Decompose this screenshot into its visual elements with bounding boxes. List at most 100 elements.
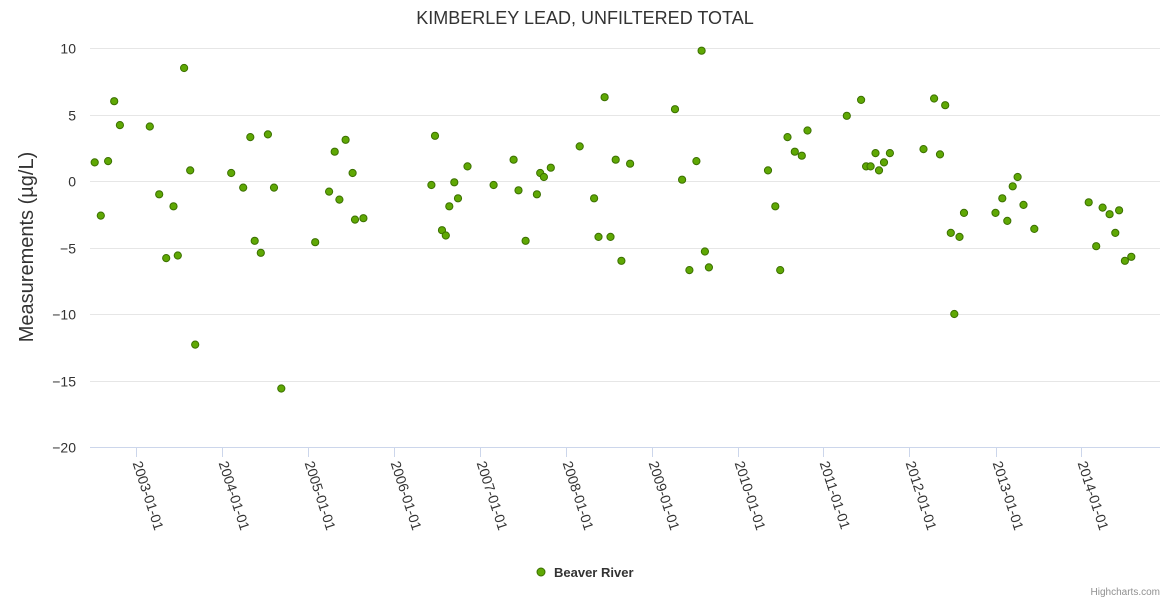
data-point[interactable] — [803, 126, 812, 135]
data-point[interactable] — [866, 162, 875, 171]
data-point[interactable] — [348, 168, 357, 178]
data-point[interactable] — [269, 183, 279, 192]
data-point[interactable] — [776, 266, 785, 275]
data-point[interactable] — [441, 231, 450, 240]
data-point[interactable] — [700, 247, 710, 256]
data-point[interactable] — [450, 178, 459, 187]
data-point[interactable] — [611, 155, 620, 164]
data-point[interactable] — [330, 147, 339, 156]
data-point[interactable] — [1013, 172, 1022, 182]
data-point[interactable] — [575, 142, 584, 151]
data-point[interactable] — [325, 187, 334, 196]
data-point[interactable] — [311, 238, 320, 247]
data-point[interactable] — [692, 157, 701, 166]
data-point[interactable] — [1092, 242, 1101, 251]
data-point[interactable] — [445, 202, 454, 211]
data-point[interactable] — [335, 195, 344, 204]
data-point[interactable] — [453, 194, 463, 203]
data-point[interactable] — [950, 309, 959, 319]
data-point[interactable] — [427, 180, 436, 190]
data-point[interactable] — [430, 131, 440, 140]
data-point[interactable] — [532, 190, 542, 199]
data-point[interactable] — [1120, 256, 1130, 265]
data-point[interactable] — [797, 151, 806, 160]
data-point[interactable] — [96, 211, 105, 220]
data-point[interactable] — [919, 145, 928, 154]
data-point[interactable] — [771, 202, 780, 211]
data-point[interactable] — [1030, 224, 1039, 233]
data-point[interactable] — [1098, 203, 1107, 212]
data-point[interactable] — [173, 251, 182, 260]
y-tick-label: −5 — [60, 241, 76, 257]
data-point[interactable] — [539, 172, 549, 182]
data-point[interactable] — [959, 208, 969, 217]
data-point[interactable] — [935, 150, 945, 159]
data-point[interactable] — [991, 208, 1000, 217]
data-point[interactable] — [763, 166, 773, 175]
data-point[interactable] — [946, 228, 955, 237]
data-point[interactable] — [155, 190, 164, 199]
data-point[interactable] — [955, 232, 964, 241]
data-point[interactable] — [626, 159, 635, 168]
data-point[interactable] — [790, 147, 799, 156]
data-point[interactable] — [685, 266, 694, 275]
data-point[interactable] — [1111, 228, 1120, 237]
data-point[interactable] — [246, 133, 255, 142]
data-point[interactable] — [885, 149, 895, 158]
legend[interactable]: Beaver River — [536, 565, 634, 580]
data-point[interactable] — [842, 111, 851, 120]
data-point[interactable] — [514, 186, 523, 195]
data-point[interactable] — [594, 232, 603, 241]
data-point[interactable] — [670, 105, 680, 114]
data-point[interactable] — [115, 121, 125, 130]
data-point[interactable] — [521, 236, 530, 245]
data-point[interactable] — [678, 175, 687, 184]
data-point[interactable] — [463, 162, 472, 171]
data-point[interactable] — [186, 166, 195, 175]
data-point[interactable] — [239, 183, 248, 192]
data-point[interactable] — [1127, 252, 1136, 261]
data-point[interactable] — [509, 155, 518, 164]
data-point[interactable] — [857, 95, 866, 105]
data-point[interactable] — [277, 384, 286, 393]
data-point[interactable] — [263, 130, 272, 139]
data-point[interactable] — [191, 340, 200, 349]
data-point[interactable] — [1003, 216, 1012, 225]
data-point[interactable] — [697, 46, 706, 55]
data-point[interactable] — [783, 133, 792, 142]
data-point[interactable] — [250, 236, 259, 245]
data-point[interactable] — [1008, 182, 1017, 191]
data-point[interactable] — [1084, 198, 1093, 207]
data-point[interactable] — [704, 263, 714, 272]
data-point[interactable] — [256, 248, 265, 257]
data-point[interactable] — [930, 94, 939, 103]
data-point[interactable] — [162, 254, 171, 263]
data-point[interactable] — [617, 256, 626, 265]
data-point[interactable] — [145, 122, 154, 131]
data-point[interactable] — [1115, 206, 1124, 215]
data-point[interactable] — [180, 63, 189, 73]
data-point[interactable] — [227, 168, 236, 178]
data-point[interactable] — [104, 157, 113, 166]
data-point[interactable] — [606, 232, 615, 241]
legend-marker-icon[interactable] — [536, 567, 546, 577]
data-point[interactable] — [359, 214, 368, 223]
data-point[interactable] — [879, 158, 889, 167]
data-point[interactable] — [590, 194, 599, 203]
data-point[interactable] — [871, 149, 880, 158]
legend-item-beaver-river[interactable]: Beaver River — [554, 565, 634, 580]
data-point[interactable] — [489, 180, 498, 190]
data-point[interactable] — [1019, 200, 1028, 209]
data-point[interactable] — [998, 194, 1007, 203]
data-point[interactable] — [341, 135, 350, 144]
data-point[interactable] — [350, 215, 360, 224]
data-point[interactable] — [90, 158, 99, 167]
data-point[interactable] — [169, 202, 178, 211]
data-point[interactable] — [110, 97, 119, 106]
credits-link[interactable]: Highcharts.com — [1091, 587, 1160, 598]
data-point[interactable] — [874, 166, 884, 175]
data-point[interactable] — [600, 93, 609, 102]
data-point[interactable] — [1105, 210, 1114, 219]
data-point[interactable] — [546, 163, 555, 172]
data-point[interactable] — [941, 101, 950, 110]
